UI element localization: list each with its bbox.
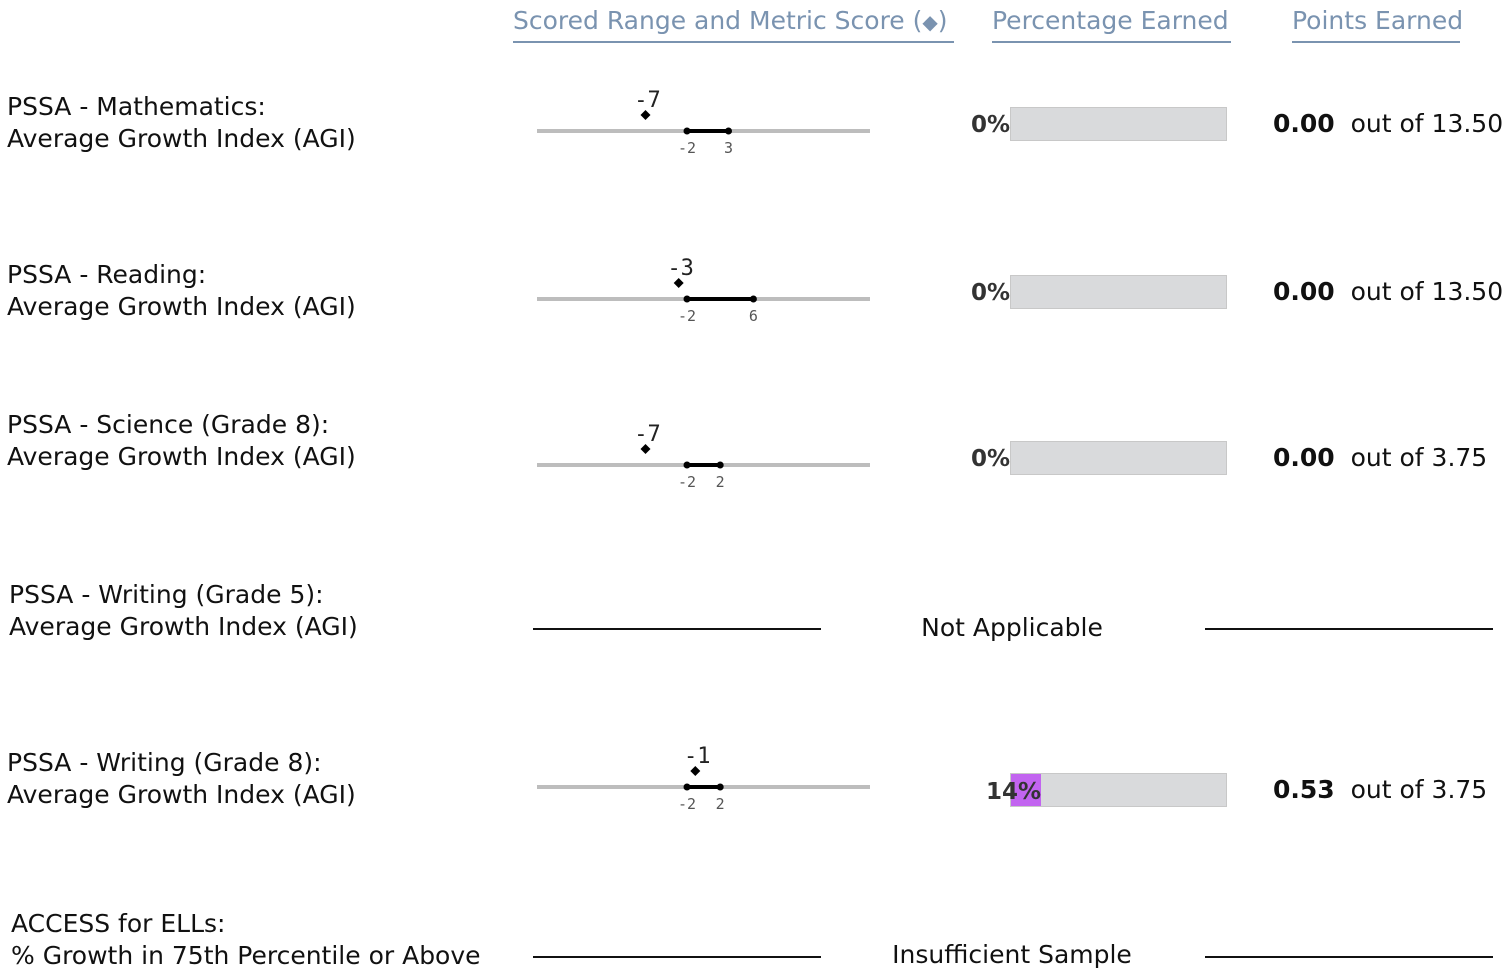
range-low-label: -2 [678,473,696,491]
divider-line [533,956,821,958]
metric-score-diamond-icon [690,766,701,776]
divider-line [1205,628,1493,630]
metric-label: PSSA - Writing (Grade 5): Average Growth… [9,580,358,641]
metric-label: PSSA - Writing (Grade 8): Average Growth… [7,748,356,809]
range-high-point [749,295,757,303]
metric-row: PSSA - Mathematics: Average Growth Index… [0,88,1512,230]
metric-row: PSSA - Reading: Average Growth Index (AG… [0,256,1512,398]
range-high-label: 6 [749,307,758,325]
range-scale-svg: -7 -2 3 [537,88,870,157]
status-text: Insufficient Sample [892,940,1132,969]
header-percentage: Percentage Earned [992,6,1231,43]
range-scale: -7 -2 2 [537,422,870,491]
range-high-point [716,461,724,469]
range-low-label: -2 [678,139,696,157]
metric-score-label: -3 [667,256,694,281]
metric-score-label: -1 [684,744,711,769]
range-high-point [725,127,732,135]
metric-label: PSSA - Science (Grade 8): Average Growth… [7,410,356,471]
range-scale-svg: -1 -2 2 [537,744,870,813]
metric-row: PSSA - Writing (Grade 5): Average Growth… [0,578,1512,718]
header-points-label: Points Earned [1292,6,1464,35]
range-low-point [683,295,691,303]
range-low-label: -2 [678,307,696,325]
range-scale: -3 -2 6 [537,256,870,325]
metric-row: PSSA - Writing (Grade 8): Average Growth… [0,744,1512,886]
points-earned: 0.00 out of 13.50 [1273,109,1504,138]
range-scale: -1 -2 2 [537,744,870,813]
percent-bar [1010,275,1227,309]
range-high-label: 2 [716,795,725,813]
range-low-label: -2 [678,795,696,813]
header-points: Points Earned [1292,6,1463,43]
header-percentage-label: Percentage Earned [992,6,1229,35]
range-high-point [716,783,724,791]
range-high-label: 2 [716,473,725,491]
metric-score-label: -7 [634,88,661,113]
metric-score-diamond-icon [640,110,651,120]
divider-line [533,628,821,630]
range-high-label: 3 [724,139,733,157]
metric-row: ACCESS for ELLs: % Growth in 75th Percen… [0,907,1512,973]
metric-label: PSSA - Mathematics: Average Growth Index… [7,92,356,153]
percent-bar [1010,107,1227,141]
percent-fill [1011,774,1042,806]
metric-score-label: -7 [634,422,661,447]
range-low-point [683,783,691,791]
percent-bar [1010,441,1227,475]
points-earned: 0.00 out of 13.50 [1273,277,1504,306]
diamond-icon: ◆ [922,10,938,34]
range-scale-svg: -3 -2 6 [537,256,870,325]
percent-text: 0% [970,446,1010,472]
range-scale-svg: -7 -2 2 [537,422,870,491]
status-text: Not Applicable [921,613,1103,642]
metric-label: ACCESS for ELLs: % Growth in 75th Percen… [11,909,481,970]
range-scale: -7 -2 3 [537,88,870,157]
divider-line [1205,956,1493,958]
percent-bar [1010,773,1227,807]
percent-text: 0% [970,280,1010,306]
range-low-point [683,127,691,135]
metric-score-diamond-icon [640,444,651,454]
metric-label: PSSA - Reading: Average Growth Index (AG… [7,260,356,321]
metric-row: PSSA - Science (Grade 8): Average Growth… [0,408,1512,548]
percent-text: 0% [970,112,1010,138]
percent-text: 14% [985,779,1041,805]
header-scored-range-label: Scored Range and Metric Score [513,6,905,35]
points-earned: 0.00 out of 3.75 [1273,443,1488,472]
range-low-point [683,461,691,469]
header-scored-range: Scored Range and Metric Score (◆) [513,6,954,43]
points-earned: 0.53 out of 3.75 [1273,775,1488,804]
metric-score-diamond-icon [673,278,684,288]
